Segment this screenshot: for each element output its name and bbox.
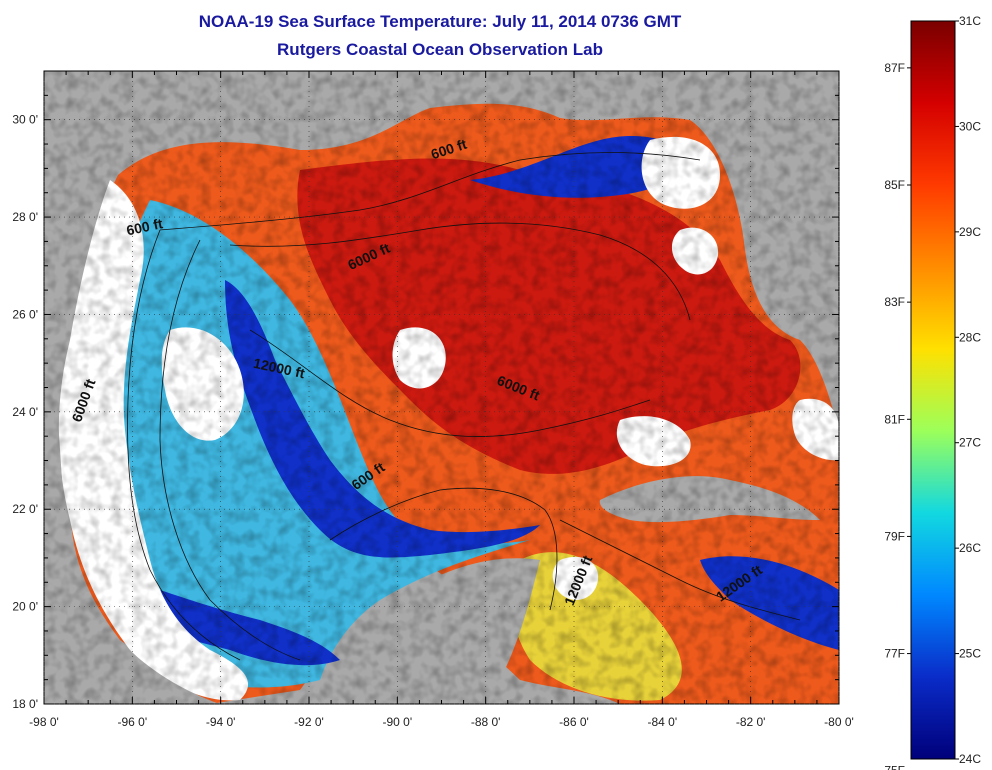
x-tick-label: -84 0' [648, 715, 678, 729]
map-image [44, 71, 839, 704]
y-tick-label: 18 0' [12, 697, 38, 711]
grid-lines [43, 71, 840, 705]
contour-600ft-yucatan [329, 487, 558, 611]
colorbar-celsius-label: 30C [959, 119, 981, 133]
colorbar-fahrenheit-labels: 87F 85F 83F 81F 79F 77F 75F [884, 61, 911, 770]
x-tick-label: -94 0' [206, 715, 236, 729]
x-tick-label: -90 0' [383, 715, 413, 729]
colorbar-celsius-labels: 31C 30C 29C 28C 27C 26C 25C 24C [955, 14, 981, 766]
colorbar-celsius-label: 28C [959, 330, 981, 344]
colorbar-fahrenheit-label: 81F [884, 412, 905, 426]
colorbar-fahrenheit-label: 87F [884, 61, 905, 75]
y-tick-label: 28 0' [12, 210, 38, 224]
bathymetry-contours [127, 152, 801, 661]
contour-600ft-west [127, 229, 241, 661]
contour-6000ft-central [229, 222, 691, 321]
y-tick-label: 22 0' [12, 502, 38, 516]
colorbar-fahrenheit-label: 83F [884, 295, 905, 309]
y-tick-label: 30 0' [12, 113, 38, 127]
colorbar-fahrenheit-label: 75F [884, 764, 905, 770]
x-tick-label: -82 0' [736, 715, 766, 729]
satellite-noise [44, 71, 839, 704]
x-tick-label: -92 0' [294, 715, 324, 729]
y-tick-label: 20 0' [12, 600, 38, 614]
x-tick-label: -86 0' [559, 715, 589, 729]
colorbar-celsius-label: 25C [959, 647, 981, 661]
x-tick-label: -96 0' [118, 715, 148, 729]
contour-12000ft [249, 329, 651, 437]
y-tick-label: 24 0' [12, 405, 38, 419]
colorbar-fahrenheit-label: 79F [884, 529, 905, 543]
map-title: NOAA-19 Sea Surface Temperature: July 11… [198, 12, 682, 31]
colorbar-celsius-label: 24C [959, 752, 981, 766]
colorbar-celsius-label: 29C [959, 225, 981, 239]
colorbar-celsius-label: 27C [959, 436, 981, 450]
map-subtitle: Rutgers Coastal Ocean Observation Lab [277, 40, 603, 59]
axis-ticks: -98 0' -96 0' -94 0' -92 0' -90 0' -88 0' -86 … [12, 70, 854, 729]
x-tick-label: -88 0' [471, 715, 501, 729]
x-tick-label: -98 0' [29, 715, 59, 729]
colorbar-fahrenheit-label: 85F [884, 178, 905, 192]
contour-label: 600 ft [125, 215, 164, 238]
x-tick-label: -80 0' [824, 715, 854, 729]
contour-6000ft-west [159, 239, 301, 661]
colorbar-gradient [910, 20, 956, 760]
colorbar-celsius-label: 31C [959, 14, 981, 28]
contour-12000ft-south [559, 519, 801, 621]
y-tick-label: 26 0' [12, 307, 38, 321]
colorbar-fahrenheit-label: 77F [884, 647, 905, 661]
colorbar-celsius-label: 26C [959, 541, 981, 555]
contour-600ft-north [159, 152, 701, 231]
